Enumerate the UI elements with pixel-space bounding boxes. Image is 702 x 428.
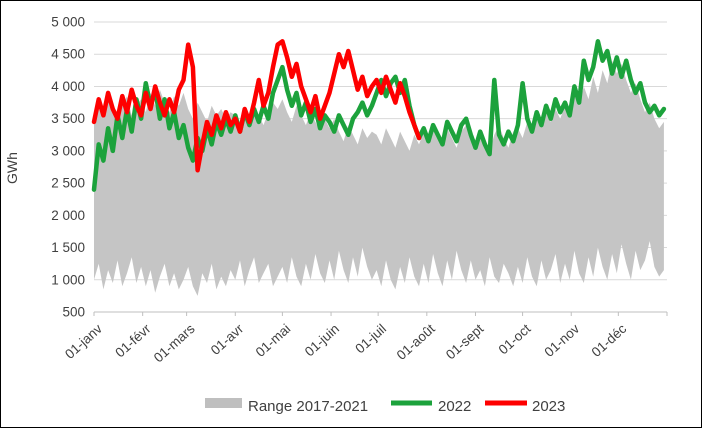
x-tick-label: 01-déc [589,321,630,360]
y-axis-title: GWh [4,152,20,184]
legend-label-2023: 2023 [532,398,565,415]
x-tick-label: 01-oct [496,321,534,357]
y-tick-label: 2 500 [51,176,85,191]
legend-label-range: Range 2017-2021 [248,398,368,415]
x-tick-label: 01-févr [112,321,154,361]
x-tick-label: 01-août [394,321,438,363]
x-tick-label: 01-janv [62,321,105,362]
x-tick-label: 01-juil [352,321,389,356]
y-tick-label: 3 500 [51,111,85,126]
y-tick-label: 1 000 [51,272,85,287]
legend-swatch-range [205,398,242,408]
y-tick-label: 1 500 [51,240,85,255]
x-tick-label: 01-juin [302,321,342,359]
x-tick-label: 01-avr [208,321,247,358]
y-tick-label: 2 000 [51,208,85,223]
line-2023 [91,39,422,173]
y-tick-label: 4 500 [51,47,85,62]
x-tick-label: 01-mai [253,321,294,360]
year-lines [91,39,667,192]
y-tick-label: 5 000 [51,15,85,30]
legend-label-2022: 2022 [438,398,471,415]
axes [93,312,668,316]
x-tick-label: 01-mars [151,321,198,365]
x-tick-label: 01-sept [443,321,487,362]
y-tick-label: 4 000 [51,79,85,94]
y-tick-label: 500 [62,305,85,320]
y-axis-labels: 500 1 000 1 500 2 000 2 500 3 000 3 500 4 000 4 … [51,15,85,320]
y-tick-label: 3 000 [51,143,85,158]
legend: Range 2017-2021 2022 2023 [205,398,565,415]
x-tick-label: 01-nov [542,321,583,360]
